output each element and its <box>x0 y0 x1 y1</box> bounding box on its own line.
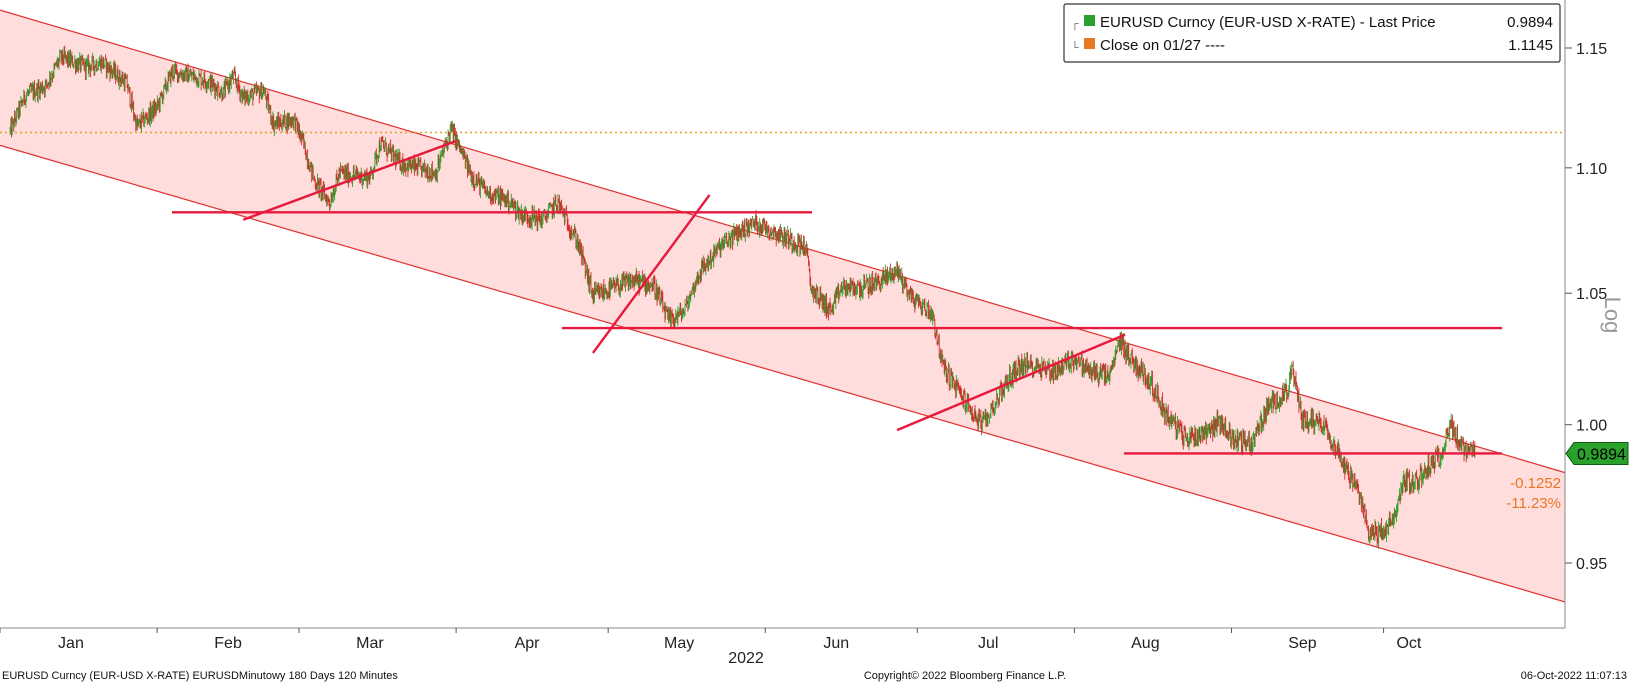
legend-tree-glyph: └ <box>1071 40 1079 54</box>
x-tick-label: Sep <box>1288 635 1317 652</box>
y-tick-label: 1.15 <box>1576 41 1607 58</box>
x-ticks: Jan Feb Mar Apr May Jun Jul Aug Sep Oct <box>0 628 1422 652</box>
x-tick-label: Jul <box>978 635 998 652</box>
last-price-marker: 0.9894 <box>1565 441 1629 465</box>
trendline <box>896 333 1126 432</box>
y-tick-label: 1.05 <box>1576 286 1607 303</box>
x-tick-label: May <box>664 635 694 652</box>
legend-swatch-orange <box>1084 38 1095 49</box>
x-tick-label: Oct <box>1396 635 1421 652</box>
change-absolute: -0.1252 <box>1510 475 1561 492</box>
x-tick-label: Mar <box>356 635 384 652</box>
legend-item-label: EURUSD Curncy (EUR-USD X-RATE) - Last Pr… <box>1100 14 1436 31</box>
legend: ┌ └ EURUSD Curncy (EUR-USD X-RATE) - Las… <box>1063 3 1561 63</box>
y-ticks: 0.95 1.00 1.05 1.10 1.15 <box>1565 41 1607 573</box>
legend-item-value: 1.1145 <box>1508 37 1553 54</box>
trendline <box>242 139 457 221</box>
last-price-tag-text: 0.9894 <box>1577 446 1626 463</box>
y-axis-scale-label: Log <box>1600 297 1625 334</box>
candles <box>9 45 1476 549</box>
trendline <box>591 194 711 354</box>
x-year-label: 2022 <box>728 650 764 667</box>
x-tick-label: Jan <box>58 635 84 652</box>
y-tick-label: 1.10 <box>1576 161 1607 178</box>
x-tick-label: Feb <box>214 635 242 652</box>
footer-center: Copyright© 2022 Bloomberg Finance L.P. <box>864 670 1066 682</box>
y-tick-label: 1.00 <box>1576 418 1607 435</box>
footer-right: 06-Oct-2022 11:07:13 <box>1521 670 1627 682</box>
change-percent: -11.23% <box>1506 495 1561 512</box>
annotations <box>172 139 1502 455</box>
legend-tree-glyph: ┌ <box>1071 18 1079 31</box>
footer-left: EURUSD Curncy (EUR-USD X-RATE) EURUSDMin… <box>2 670 398 682</box>
last-price-tag <box>1565 441 1629 465</box>
legend-swatch-green <box>1084 15 1095 26</box>
x-tick-label: Apr <box>515 635 541 652</box>
x-tick-label: Jun <box>823 635 849 652</box>
y-tick-label: 0.95 <box>1576 556 1607 573</box>
legend-item-value: 0.9894 <box>1507 14 1553 31</box>
channel-lower-line <box>0 144 1566 603</box>
legend-item-label: Close on 01/27 ---- <box>1100 37 1225 54</box>
x-tick-label: Aug <box>1131 635 1159 652</box>
channel-fill <box>0 10 1565 602</box>
legend-box <box>1063 3 1561 63</box>
